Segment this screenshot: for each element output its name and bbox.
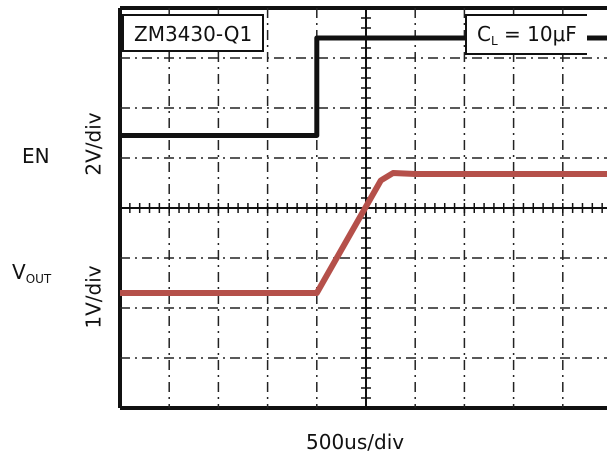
device-title: ZM3430-Q1 (134, 22, 253, 46)
en-channel-label: EN (22, 144, 50, 168)
condition-sub: L (490, 34, 498, 48)
trace-vout (120, 170, 607, 296)
trace-en (120, 35, 607, 138)
vout-scale-label: 1V/div (81, 265, 106, 329)
vout-channel-label: VOUT (12, 262, 51, 285)
en-scale-label: 2V/div (81, 112, 106, 176)
time-scale-label: 500us/div (306, 430, 405, 454)
vout-label-sub: OUT (25, 272, 52, 286)
condition-label: C (477, 22, 491, 46)
vout-label-main: V (12, 260, 26, 284)
condition-value: = 10μF (497, 22, 577, 46)
title-box: ZM3430-Q1 (122, 14, 265, 52)
condition-box: CL = 10μF (465, 14, 587, 55)
